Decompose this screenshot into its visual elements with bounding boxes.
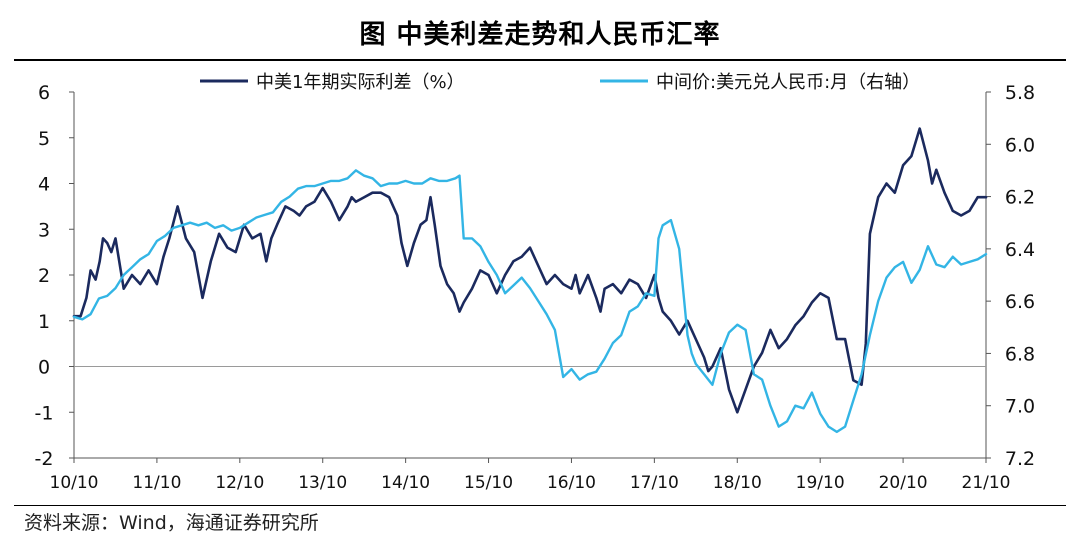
right-tick-label: 7.2 bbox=[1005, 448, 1035, 470]
right-tick-label: 6.8 bbox=[1005, 343, 1035, 365]
legend-label: 中间价:美元兑人民币:月（右轴） bbox=[656, 72, 920, 93]
left-tick-label: 2 bbox=[38, 265, 50, 287]
source-note: 资料来源：Wind，海通证券研究所 bbox=[24, 512, 319, 534]
x-tick-label: 11/10 bbox=[132, 473, 181, 493]
x-tick-label: 18/10 bbox=[713, 473, 762, 493]
source-divider bbox=[14, 505, 1066, 506]
left-tick-label: 6 bbox=[38, 82, 50, 104]
x-tick-label: 13/10 bbox=[298, 473, 347, 493]
x-tick-label: 15/10 bbox=[464, 473, 513, 493]
x-tick-label: 21/10 bbox=[962, 473, 1011, 493]
right-tick-label: 6.6 bbox=[1005, 291, 1035, 313]
chart-lines bbox=[72, 127, 988, 434]
chart-ticks: -2 -1 0 1 2 3 4 5 6 5.8 6.0 6.2 6.4 6.6 6.8 7.0 7.2 10/10… bbox=[35, 82, 1036, 493]
series-line-spread bbox=[72, 127, 988, 414]
x-tick-label: 16/10 bbox=[547, 473, 596, 493]
left-tick-label: -2 bbox=[35, 448, 54, 470]
x-tick-label: 19/10 bbox=[796, 473, 845, 493]
right-tick-label: 7.0 bbox=[1005, 396, 1035, 418]
right-tick-label: 6.2 bbox=[1005, 187, 1035, 209]
chart-axes bbox=[73, 92, 987, 459]
x-tick-label: 17/10 bbox=[630, 473, 679, 493]
left-tick-label: -1 bbox=[35, 402, 54, 424]
legend-label: 中美1年期实际利差（%） bbox=[256, 72, 465, 93]
title-bar: 图 中美利差走势和人民币汇率 bbox=[0, 0, 1080, 64]
left-tick-label: 1 bbox=[38, 311, 50, 333]
right-tick-label: 6.4 bbox=[1005, 239, 1035, 261]
series-line-fx bbox=[72, 169, 988, 434]
left-tick-label: 5 bbox=[38, 128, 50, 150]
chart-legend: 中美1年期实际利差（%） 中间价:美元兑人民币:月（右轴） bbox=[200, 72, 920, 93]
title-divider bbox=[14, 59, 1066, 61]
left-tick-label: 0 bbox=[38, 357, 50, 379]
x-tick-label: 20/10 bbox=[879, 473, 928, 493]
x-tick-label: 10/10 bbox=[50, 473, 99, 493]
left-tick-label: 3 bbox=[38, 219, 50, 241]
right-tick-label: 5.8 bbox=[1005, 82, 1035, 104]
x-tick-label: 14/10 bbox=[381, 473, 430, 493]
x-tick-label: 12/10 bbox=[215, 473, 264, 493]
chart-title: 图 中美利差走势和人民币汇率 bbox=[359, 20, 721, 50]
right-tick-label: 6.0 bbox=[1005, 134, 1035, 156]
left-tick-label: 4 bbox=[38, 174, 50, 196]
